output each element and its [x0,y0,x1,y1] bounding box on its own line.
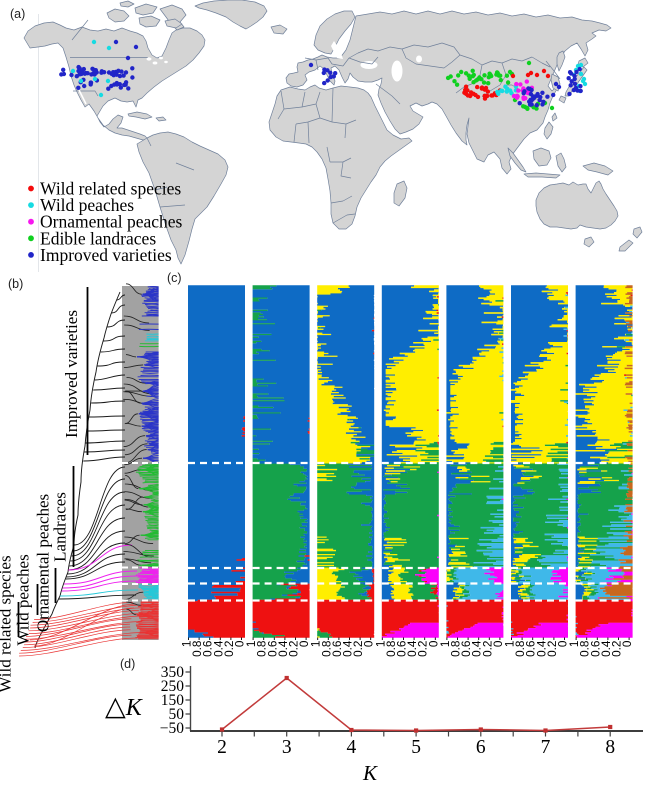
svg-text:0.4: 0.4 [276,640,290,657]
svg-text:Landraces: Landraces [51,492,70,562]
svg-text:0.6: 0.6 [588,640,602,657]
svg-text:△K: △K [105,691,144,721]
svg-text:Edible landraces: Edible landraces [40,228,156,248]
svg-text:0.8: 0.8 [319,640,333,657]
svg-text:0: 0 [297,640,311,647]
svg-text:1: 1 [244,641,258,648]
svg-text:0.8: 0.8 [255,640,269,657]
svg-text:1: 1 [309,641,323,648]
svg-text:0.2: 0.2 [351,641,365,657]
svg-text:−50: −50 [160,720,184,737]
svg-text:0.8: 0.8 [384,640,398,657]
svg-text:0: 0 [620,640,634,647]
svg-text:0.4: 0.4 [211,640,225,657]
svg-text:0.6: 0.6 [524,640,538,657]
svg-text:Ornamental peaches: Ornamental peaches [40,212,183,232]
svg-text:Improved varieties: Improved varieties [40,245,172,265]
svg-text:(c): (c) [167,271,182,285]
svg-text:Wild peaches: Wild peaches [14,554,33,645]
svg-text:0.8: 0.8 [449,640,463,657]
svg-text:6: 6 [476,737,486,758]
svg-text:0.4: 0.4 [470,640,484,657]
svg-text:Ornamental peaches: Ornamental peaches [34,494,53,632]
svg-text:0.6: 0.6 [265,640,279,657]
svg-text:0.6: 0.6 [330,640,344,657]
svg-text:50: 50 [169,706,185,723]
svg-text:7: 7 [541,737,551,758]
svg-text:Wild related species: Wild related species [40,179,181,199]
svg-text:1: 1 [503,641,517,648]
svg-text:0.8: 0.8 [190,640,204,657]
svg-text:0: 0 [556,640,570,647]
svg-text:0: 0 [233,640,247,647]
svg-text:1: 1 [373,641,387,648]
svg-text:0.2: 0.2 [222,641,236,657]
svg-text:Wild peaches: Wild peaches [40,195,134,215]
svg-text:Improved varieties: Improved varieties [62,310,81,438]
svg-text:0.8: 0.8 [578,640,592,657]
svg-text:0.8: 0.8 [513,640,527,657]
svg-text:0.4: 0.4 [405,640,419,657]
svg-text:1: 1 [180,641,194,648]
svg-text:(b): (b) [8,277,23,291]
svg-text:150: 150 [161,692,185,709]
svg-text:1: 1 [438,641,452,648]
svg-text:K: K [362,761,378,785]
svg-text:0.6: 0.6 [395,640,409,657]
svg-text:0.2: 0.2 [480,641,494,657]
svg-text:350: 350 [161,664,185,681]
svg-text:0: 0 [362,640,376,647]
svg-text:0.6: 0.6 [459,640,473,657]
svg-text:1: 1 [567,641,581,648]
svg-text:3: 3 [282,737,292,758]
svg-text:8: 8 [605,737,615,758]
svg-text:250: 250 [161,678,185,695]
svg-text:0.6: 0.6 [201,640,215,657]
svg-text:0.4: 0.4 [534,640,548,657]
svg-text:0.4: 0.4 [599,640,613,657]
svg-text:0.2: 0.2 [416,641,430,657]
svg-text:2: 2 [217,737,227,758]
svg-text:(d): (d) [120,657,135,671]
svg-text:Wild related species: Wild related species [0,555,15,692]
svg-text:5: 5 [411,737,421,758]
svg-text:0: 0 [491,640,505,647]
svg-text:4: 4 [347,737,357,758]
svg-text:0.4: 0.4 [341,640,355,657]
svg-text:0: 0 [426,640,440,647]
svg-text:0.2: 0.2 [287,641,301,657]
svg-text:0.2: 0.2 [545,641,559,657]
svg-text:(a): (a) [10,7,25,21]
svg-text:0.2: 0.2 [610,641,624,657]
